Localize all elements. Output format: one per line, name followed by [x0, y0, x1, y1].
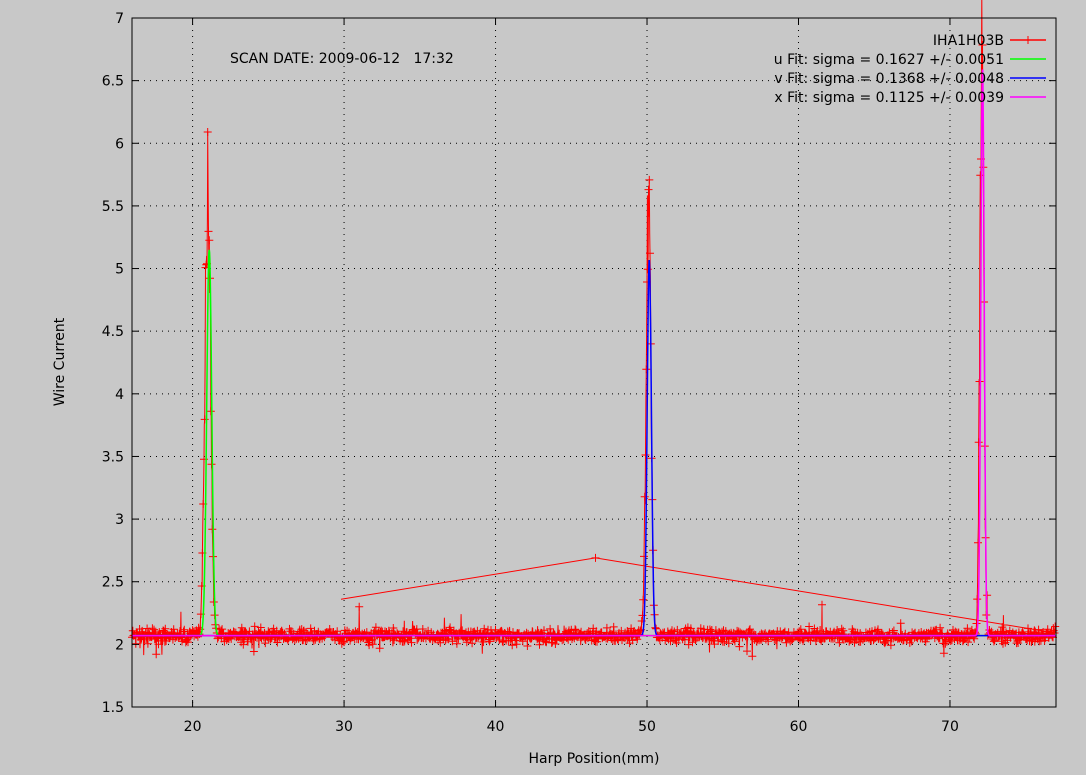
plot-background: [132, 18, 1056, 707]
x-tick-label: 50: [638, 719, 656, 735]
y-tick-label: 5: [115, 262, 124, 278]
y-tick-label: 1.5: [102, 700, 124, 716]
x-tick-label: 20: [184, 719, 202, 735]
x-tick-label: 30: [335, 719, 353, 735]
y-tick-label: 3.5: [102, 449, 124, 465]
x-axis-label: Harp Position(mm): [529, 751, 660, 767]
legend: IHA1H03B u Fit: sigma = 0.1627 +/- 0.0051…: [774, 33, 1046, 106]
data-layer: [128, 0, 1060, 661]
plot-frame: [131, 17, 1057, 708]
y-tick-label: 4: [115, 387, 124, 403]
legend-label: IHA1H03B: [933, 33, 1004, 49]
y-tick-label: 6.5: [102, 74, 124, 90]
y-axis-label: Wire Current: [52, 317, 68, 406]
y-tick-label: 3: [115, 512, 124, 528]
scan-date-annotation: SCAN DATE: 2009-06-12 17:32: [230, 51, 454, 67]
x-tick-label: 60: [790, 719, 808, 735]
x-tick-label: 40: [487, 719, 505, 735]
y-tick-label: 5.5: [102, 199, 124, 215]
y-tick-label: 2: [115, 637, 124, 653]
legend-label: x Fit: sigma = 0.1125 +/- 0.0039: [774, 90, 1004, 106]
y-tick-label: 6: [115, 136, 124, 152]
legend-label: v Fit: sigma = 0.1368 +/- 0.0048: [774, 71, 1004, 87]
y-tick-label: 7: [115, 11, 124, 27]
grid: [132, 18, 1056, 707]
legend-marker: [1024, 36, 1032, 44]
y-tick-label: 2.5: [102, 575, 124, 591]
legend-label: u Fit: sigma = 0.1627 +/- 0.0051: [774, 52, 1004, 68]
x-tick-label: 70: [941, 719, 959, 735]
y-tick-label: 4.5: [102, 324, 124, 340]
series-line-fit-3: [132, 69, 1056, 637]
axis-ticks: 20 30 40 50 60 70 1.5 2 2.5 3 3.5 4 4.5 5 5.5 6 6.5 7: [102, 11, 1056, 735]
